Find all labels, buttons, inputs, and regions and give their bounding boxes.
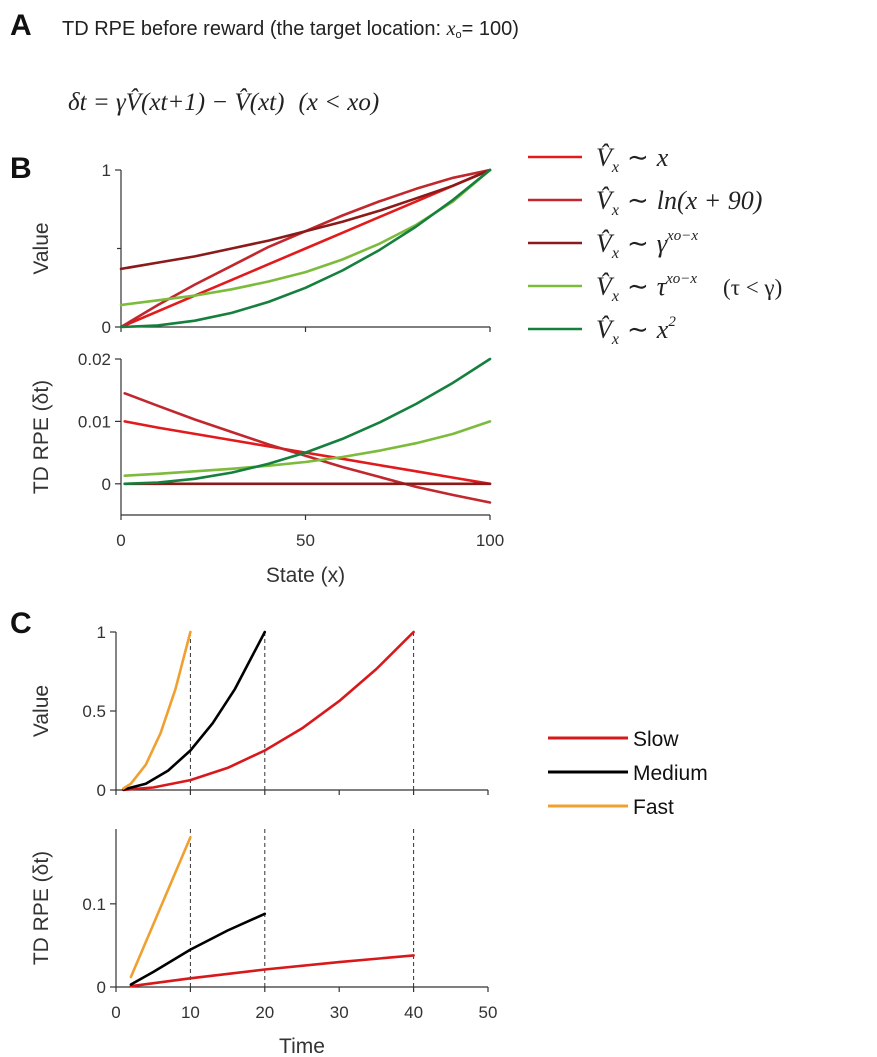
x-tick-label: 20 — [255, 1003, 274, 1022]
y-axis-label: TD RPE (δt) — [30, 851, 53, 965]
legend-b-sup: 2 — [668, 314, 676, 330]
series-line — [119, 168, 492, 307]
plot-c-rpe: 0 0.1 0 10 20 30 40 50 TD RPE (δt) Time — [30, 829, 497, 1057]
series-line — [123, 357, 492, 486]
x-tick-label: 50 — [296, 531, 315, 550]
legend-c-label: Medium — [633, 762, 708, 785]
y-axis-label: Value — [30, 685, 53, 737]
series-line — [122, 630, 267, 791]
series-line — [119, 168, 492, 329]
legend-b-note: (τ < γ) — [723, 275, 782, 300]
header-title: TD RPE before reward (the target locatio… — [62, 18, 519, 41]
y-axis-label: Value — [30, 222, 53, 274]
y-tick-label: 0 — [97, 781, 106, 800]
legend-c-label: Fast — [633, 796, 674, 819]
legend-b-rel: ∼ — [627, 272, 649, 301]
y-tick-label: 0.02 — [78, 350, 111, 369]
td-equation: δt = γV̂(xt+1) − V̂(xt) (x < xo) — [68, 88, 379, 116]
panel-label-b: B — [10, 152, 32, 185]
legend-b-label: V̂x ∼ x — [596, 143, 669, 176]
x-tick-label: 50 — [479, 1003, 498, 1022]
x-tick-label: 30 — [330, 1003, 349, 1022]
legend-b-label: V̂x ∼ x2 — [596, 314, 676, 348]
header-title-sub: o — [456, 29, 462, 41]
panel-label-a: A — [10, 9, 32, 42]
legend-b-expr: x — [656, 315, 669, 344]
td-equation-condition: (x < xo) — [298, 89, 379, 116]
legend-b-base: V̂ — [596, 272, 615, 301]
series-line — [119, 168, 492, 271]
legend-c-label: Slow — [633, 728, 679, 751]
x-tick-label: 10 — [181, 1003, 200, 1022]
legend-b-sup: xo−x — [666, 228, 698, 244]
plot-b-value: 0 1 Value — [30, 161, 492, 337]
legend-b-expr: ln(x + 90) — [657, 186, 763, 215]
series-line — [129, 954, 415, 988]
y-tick-label: 0 — [102, 318, 111, 337]
y-tick-label: 0.5 — [82, 702, 106, 721]
series-line — [129, 912, 267, 986]
header-title-prefix: TD RPE before reward (the target locatio… — [62, 18, 447, 40]
x-tick-label: 100 — [476, 531, 504, 550]
x-tick-label: 0 — [111, 1003, 120, 1022]
legend-b-sub: x — [611, 331, 619, 348]
y-tick-label: 0.01 — [78, 412, 111, 431]
series-line — [122, 630, 415, 792]
plot-b-rpe: 0 0.01 0.02 0 50 100 TD RPE (δt) State (x) — [30, 350, 504, 587]
legend-b-expr: x — [656, 143, 669, 172]
series-line — [129, 836, 192, 979]
legend-b: V̂x ∼ xV̂x ∼ ln(x + 90)V̂x ∼ γxo−xV̂x ∼ τxo−x (τ … — [528, 143, 782, 348]
legend-b-base: V̂ — [596, 315, 615, 344]
legend-b-rel: ∼ — [627, 315, 649, 344]
td-equation-lhs: δt = γV̂(xt+1) − V̂(xt) — [68, 88, 284, 116]
legend-b-expr: τ — [657, 272, 668, 301]
legend-b-expr: γ — [657, 229, 668, 258]
legend-b-rel: ∼ — [627, 143, 649, 172]
y-tick-label: 0.1 — [82, 895, 106, 914]
x-axis-label: State (x) — [266, 564, 345, 587]
plot-c-value: 0 0.5 1 Value — [30, 623, 489, 800]
legend-b-label: V̂x ∼ ln(x + 90) — [596, 186, 762, 219]
x-axis-label: Time — [279, 1035, 325, 1057]
header-title-var: x — [446, 18, 456, 40]
legend-c: Slow Medium Fast — [548, 728, 708, 819]
y-tick-label: 1 — [102, 161, 111, 180]
legend-b-sub: x — [611, 159, 619, 176]
header-title-suffix: = 100) — [462, 18, 519, 40]
y-tick-label: 1 — [97, 623, 106, 642]
legend-b-rel: ∼ — [627, 229, 649, 258]
y-tick-label: 0 — [102, 475, 111, 494]
panel-label-c: C — [10, 607, 32, 640]
legend-b-sub: x — [611, 202, 619, 219]
legend-b-base: V̂ — [596, 229, 615, 258]
x-tick-label: 0 — [116, 531, 125, 550]
x-tick-label: 40 — [404, 1003, 423, 1022]
legend-b-sub: x — [611, 245, 619, 262]
series-line — [122, 630, 192, 790]
series-line — [123, 420, 492, 477]
series-line — [123, 392, 492, 504]
series-line — [119, 168, 492, 329]
legend-b-sup: xo−x — [665, 271, 697, 287]
legend-b-base: V̂ — [596, 186, 615, 215]
legend-b-label: V̂x ∼ γxo−x — [596, 228, 698, 262]
y-tick-label: 0 — [97, 978, 106, 997]
legend-b-label: V̂x ∼ τxo−x (τ < γ) — [596, 271, 782, 305]
y-axis-label: TD RPE (δt) — [30, 380, 53, 494]
legend-b-base: V̂ — [596, 143, 615, 172]
legend-b-sub: x — [611, 288, 619, 305]
legend-b-rel: ∼ — [627, 186, 649, 215]
